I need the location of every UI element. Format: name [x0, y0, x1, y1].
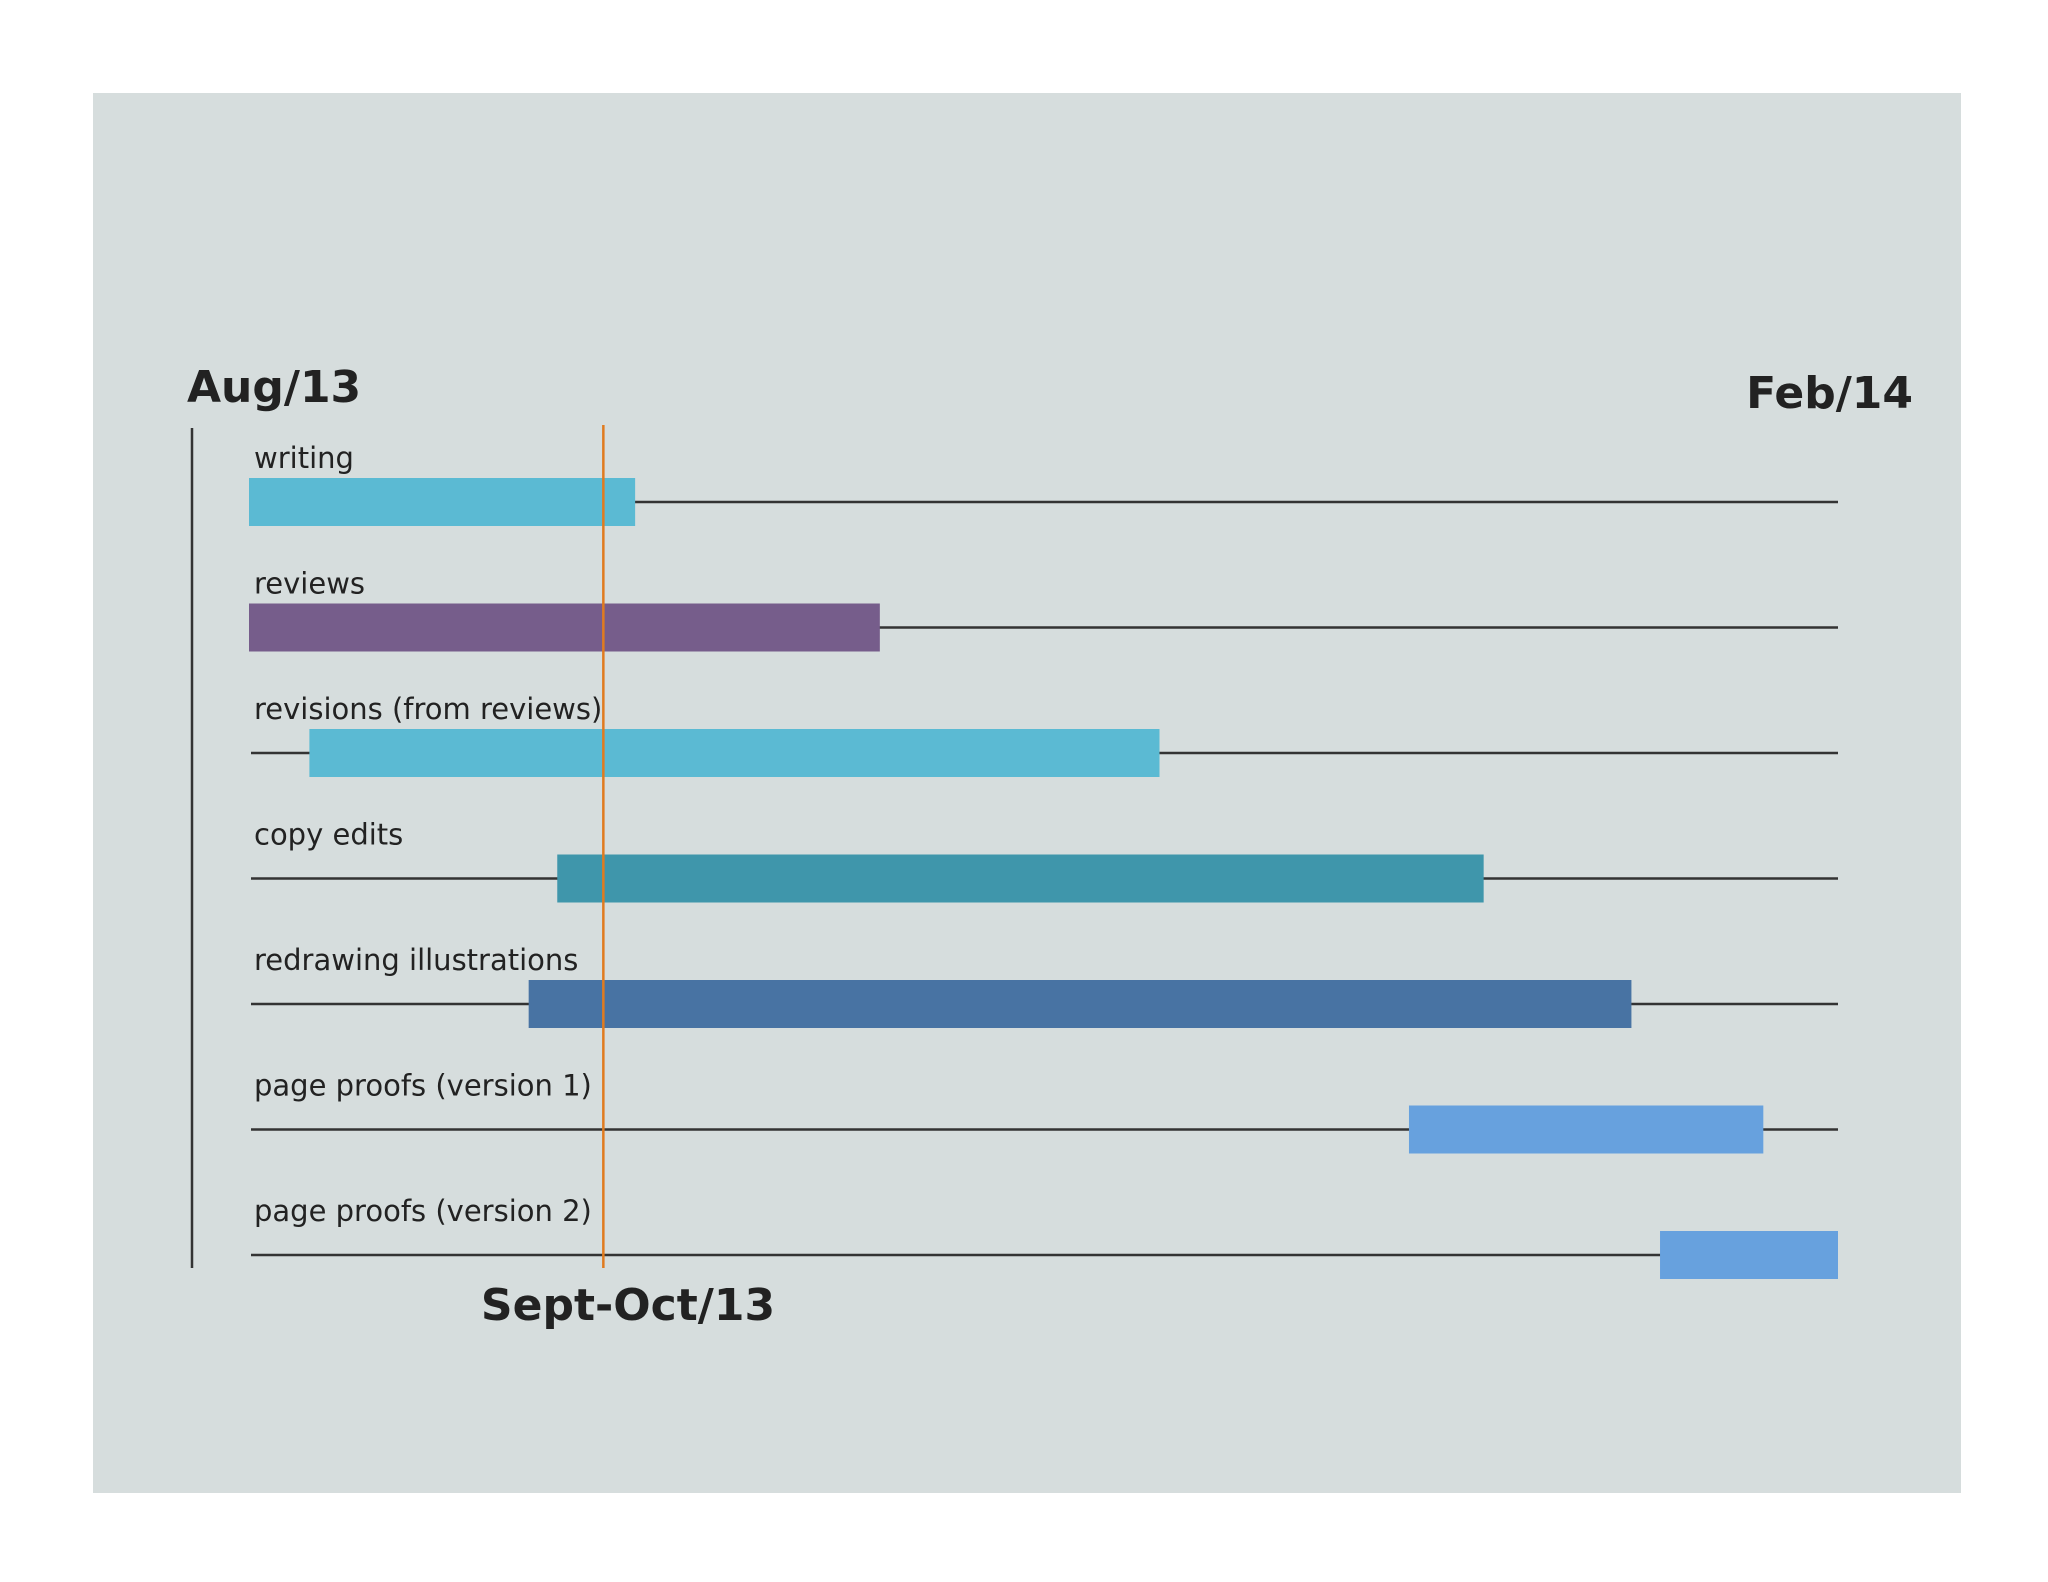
task-bar	[249, 478, 636, 526]
task-bar	[249, 603, 880, 652]
task-label: page proofs (version 1)	[254, 1069, 592, 1103]
task-label: writing	[254, 441, 354, 475]
chart-panel	[93, 93, 1961, 1493]
task-bar	[1408, 1105, 1764, 1154]
task-label: redrawing illustrations	[254, 943, 578, 977]
task-label: page proofs (version 2)	[254, 1194, 592, 1228]
task-bar	[557, 854, 1484, 903]
task-label: copy edits	[254, 818, 403, 852]
task-label: reviews	[254, 567, 365, 601]
task-bar	[1660, 1231, 1838, 1279]
start-date-label: Aug/13	[187, 362, 361, 413]
task-rows: writing reviews revisions (from reviews) co…	[249, 441, 1838, 1279]
end-date-label: Feb/14	[1746, 368, 1913, 419]
task-bar	[309, 729, 1160, 777]
marker-date-label: Sept-Oct/13	[481, 1280, 775, 1331]
task-label: revisions (from reviews)	[254, 692, 602, 726]
task-bar	[528, 980, 1632, 1028]
